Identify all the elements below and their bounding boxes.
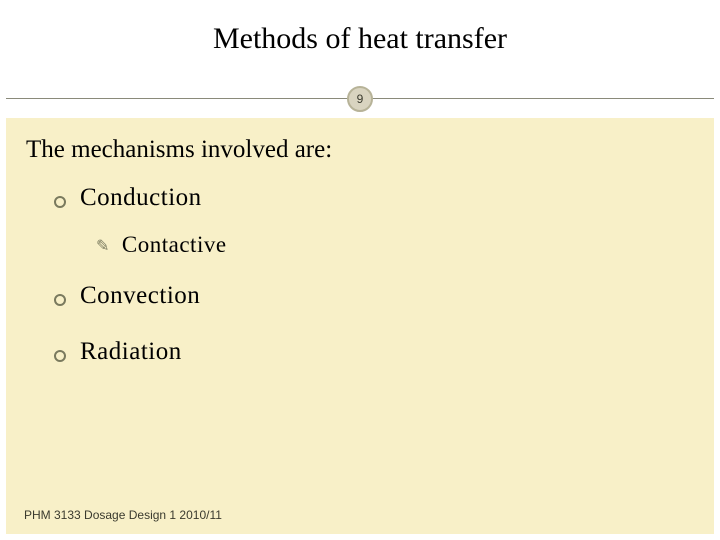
circle-bullet-icon bbox=[54, 196, 66, 208]
slide: Methods of heat transfer 9 The mechanism… bbox=[0, 0, 720, 540]
bullet-label: Radiation bbox=[80, 338, 182, 366]
circle-bullet-icon bbox=[54, 350, 66, 362]
bullet-radiation: Radiation bbox=[54, 338, 694, 366]
arrow-bullet-icon: ✎ bbox=[96, 236, 110, 256]
subbullet-label: Contactive bbox=[122, 232, 227, 258]
bullet-convection: Convection bbox=[54, 282, 694, 310]
bullet-conduction: Conduction bbox=[54, 184, 694, 212]
footer-text: PHM 3133 Dosage Design 1 2010/11 bbox=[24, 508, 222, 522]
intro-text: The mechanisms involved are: bbox=[26, 136, 694, 164]
content-area: The mechanisms involved are: Conduction … bbox=[26, 136, 694, 394]
page-number-badge: 9 bbox=[347, 86, 373, 112]
slide-title: Methods of heat transfer bbox=[0, 22, 720, 56]
subbullet-contactive: ✎ Contactive bbox=[96, 232, 694, 258]
bullet-label: Conduction bbox=[80, 184, 202, 212]
bullet-label: Convection bbox=[80, 282, 200, 310]
circle-bullet-icon bbox=[54, 294, 66, 306]
page-number: 9 bbox=[357, 92, 364, 106]
